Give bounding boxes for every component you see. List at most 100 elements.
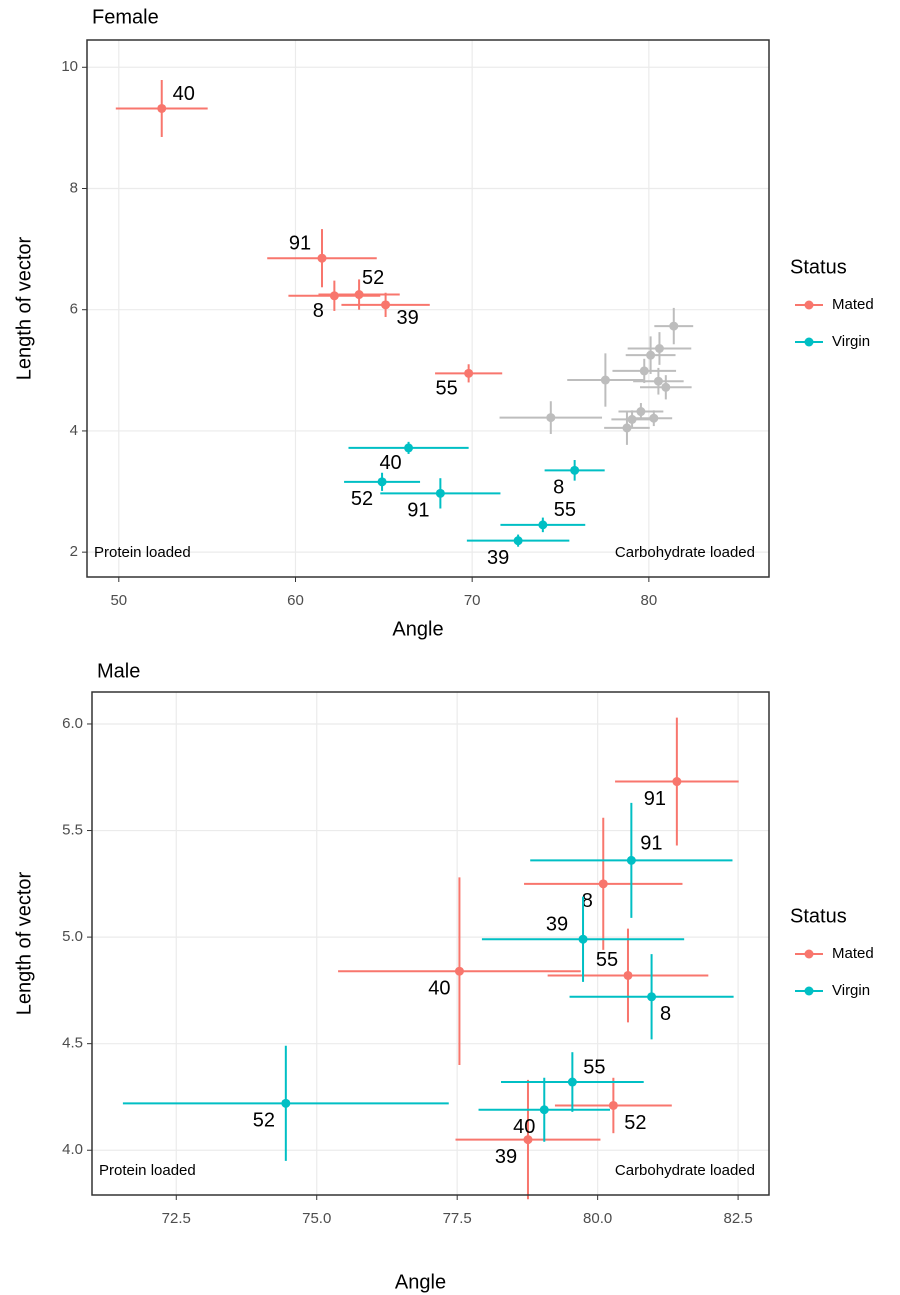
x-tick-label: 60 bbox=[287, 592, 304, 609]
point bbox=[578, 934, 588, 944]
chart-title: Female bbox=[92, 6, 159, 28]
y-tick-label: 4.0 bbox=[62, 1141, 83, 1158]
point-label: 91 bbox=[289, 232, 311, 254]
panel: 72.5 75.0 77.5 80.0 82.5 4.0 4.5 5.0 5.5 6.0 91 8 40… bbox=[13, 660, 873, 1293]
point bbox=[329, 291, 339, 301]
y-tick-label: 4.5 bbox=[62, 1035, 83, 1052]
point bbox=[354, 290, 364, 300]
point bbox=[464, 368, 474, 378]
point-label: 91 bbox=[640, 833, 662, 855]
point bbox=[546, 413, 556, 423]
legend-key bbox=[804, 986, 814, 996]
point bbox=[626, 855, 636, 865]
point-label: 52 bbox=[253, 1110, 275, 1132]
point-label: 40 bbox=[428, 977, 450, 999]
point bbox=[317, 253, 327, 263]
point bbox=[435, 488, 445, 498]
point-label: 39 bbox=[487, 547, 509, 569]
legend-label: Virgin bbox=[832, 333, 870, 350]
x-tick-label: 80.0 bbox=[583, 1210, 612, 1227]
point-label: 39 bbox=[495, 1146, 517, 1168]
y-tick-label: 4 bbox=[70, 422, 78, 439]
point bbox=[636, 407, 646, 417]
point-label: 91 bbox=[644, 788, 666, 810]
point bbox=[653, 376, 663, 386]
x-tick-label: 80 bbox=[641, 592, 658, 609]
plot-background bbox=[87, 40, 769, 577]
point bbox=[649, 413, 659, 423]
point bbox=[539, 1105, 549, 1115]
point-label: 40 bbox=[513, 1116, 535, 1138]
y-tick-label: 6.0 bbox=[62, 715, 83, 732]
point-label: 55 bbox=[554, 499, 576, 521]
y-tick-label: 8 bbox=[70, 179, 78, 196]
point-label: 8 bbox=[553, 477, 564, 499]
point bbox=[598, 879, 608, 889]
y-tick-label: 6 bbox=[70, 301, 78, 318]
point bbox=[654, 344, 664, 354]
x-tick-label: 77.5 bbox=[443, 1210, 472, 1227]
x-axis-label: Angle bbox=[395, 1271, 446, 1293]
point-label: 52 bbox=[362, 267, 384, 289]
legend-title: Status bbox=[790, 905, 847, 927]
point bbox=[600, 375, 610, 385]
legend-label: Virgin bbox=[832, 982, 870, 999]
legend-key bbox=[804, 300, 814, 310]
x-tick-label: 50 bbox=[110, 592, 127, 609]
annotation: Protein loaded bbox=[99, 1162, 196, 1179]
y-tick-label: 2 bbox=[70, 543, 78, 560]
point bbox=[623, 970, 633, 980]
point-label: 55 bbox=[436, 378, 458, 400]
point-label: 91 bbox=[407, 500, 429, 522]
legend-label: Mated bbox=[832, 945, 874, 962]
point bbox=[377, 477, 387, 487]
x-tick-label: 75.0 bbox=[302, 1210, 331, 1227]
plot-background bbox=[92, 692, 769, 1195]
plot-border bbox=[91, 691, 770, 1196]
y-axis-label: Length of vector bbox=[13, 871, 35, 1015]
point bbox=[381, 300, 391, 310]
point bbox=[647, 992, 657, 1002]
point bbox=[454, 966, 464, 976]
y-tick-label: 5.0 bbox=[62, 928, 83, 945]
legend-title: Status bbox=[790, 256, 847, 278]
point-label: 52 bbox=[351, 488, 373, 510]
point bbox=[157, 103, 167, 113]
point-label: 8 bbox=[313, 300, 324, 322]
point bbox=[523, 1135, 533, 1145]
legend-key bbox=[804, 337, 814, 347]
point-label: 8 bbox=[660, 1003, 671, 1025]
annotation: Protein loaded bbox=[94, 544, 191, 561]
y-axis-label: Length of vector bbox=[13, 236, 35, 380]
point bbox=[570, 465, 580, 475]
legend-key bbox=[804, 949, 814, 959]
point bbox=[281, 1098, 291, 1108]
point bbox=[672, 777, 682, 787]
point bbox=[608, 1100, 618, 1110]
point bbox=[567, 1077, 577, 1087]
point bbox=[646, 350, 656, 360]
x-axis-label: Angle bbox=[392, 618, 443, 640]
x-tick-label: 70 bbox=[464, 592, 481, 609]
chart-title: Male bbox=[97, 660, 140, 682]
point-label: 8 bbox=[582, 890, 593, 912]
annotation: Carbohydrate loaded bbox=[615, 1162, 755, 1179]
point bbox=[661, 382, 671, 392]
point-label: 40 bbox=[173, 83, 195, 105]
point bbox=[669, 321, 679, 331]
point bbox=[538, 520, 548, 530]
x-tick-label: 82.5 bbox=[723, 1210, 752, 1227]
point-label: 39 bbox=[396, 307, 418, 329]
annotation: Carbohydrate loaded bbox=[615, 544, 755, 561]
point-label: 52 bbox=[624, 1112, 646, 1134]
point bbox=[404, 443, 414, 453]
y-tick-label: 10 bbox=[61, 58, 78, 75]
point-label: 55 bbox=[596, 949, 618, 971]
x-tick-label: 72.5 bbox=[162, 1210, 191, 1227]
point-label: 40 bbox=[379, 452, 401, 474]
point-label: 55 bbox=[583, 1056, 605, 1078]
legend-label: Mated bbox=[832, 296, 874, 313]
plot-border bbox=[86, 39, 770, 578]
